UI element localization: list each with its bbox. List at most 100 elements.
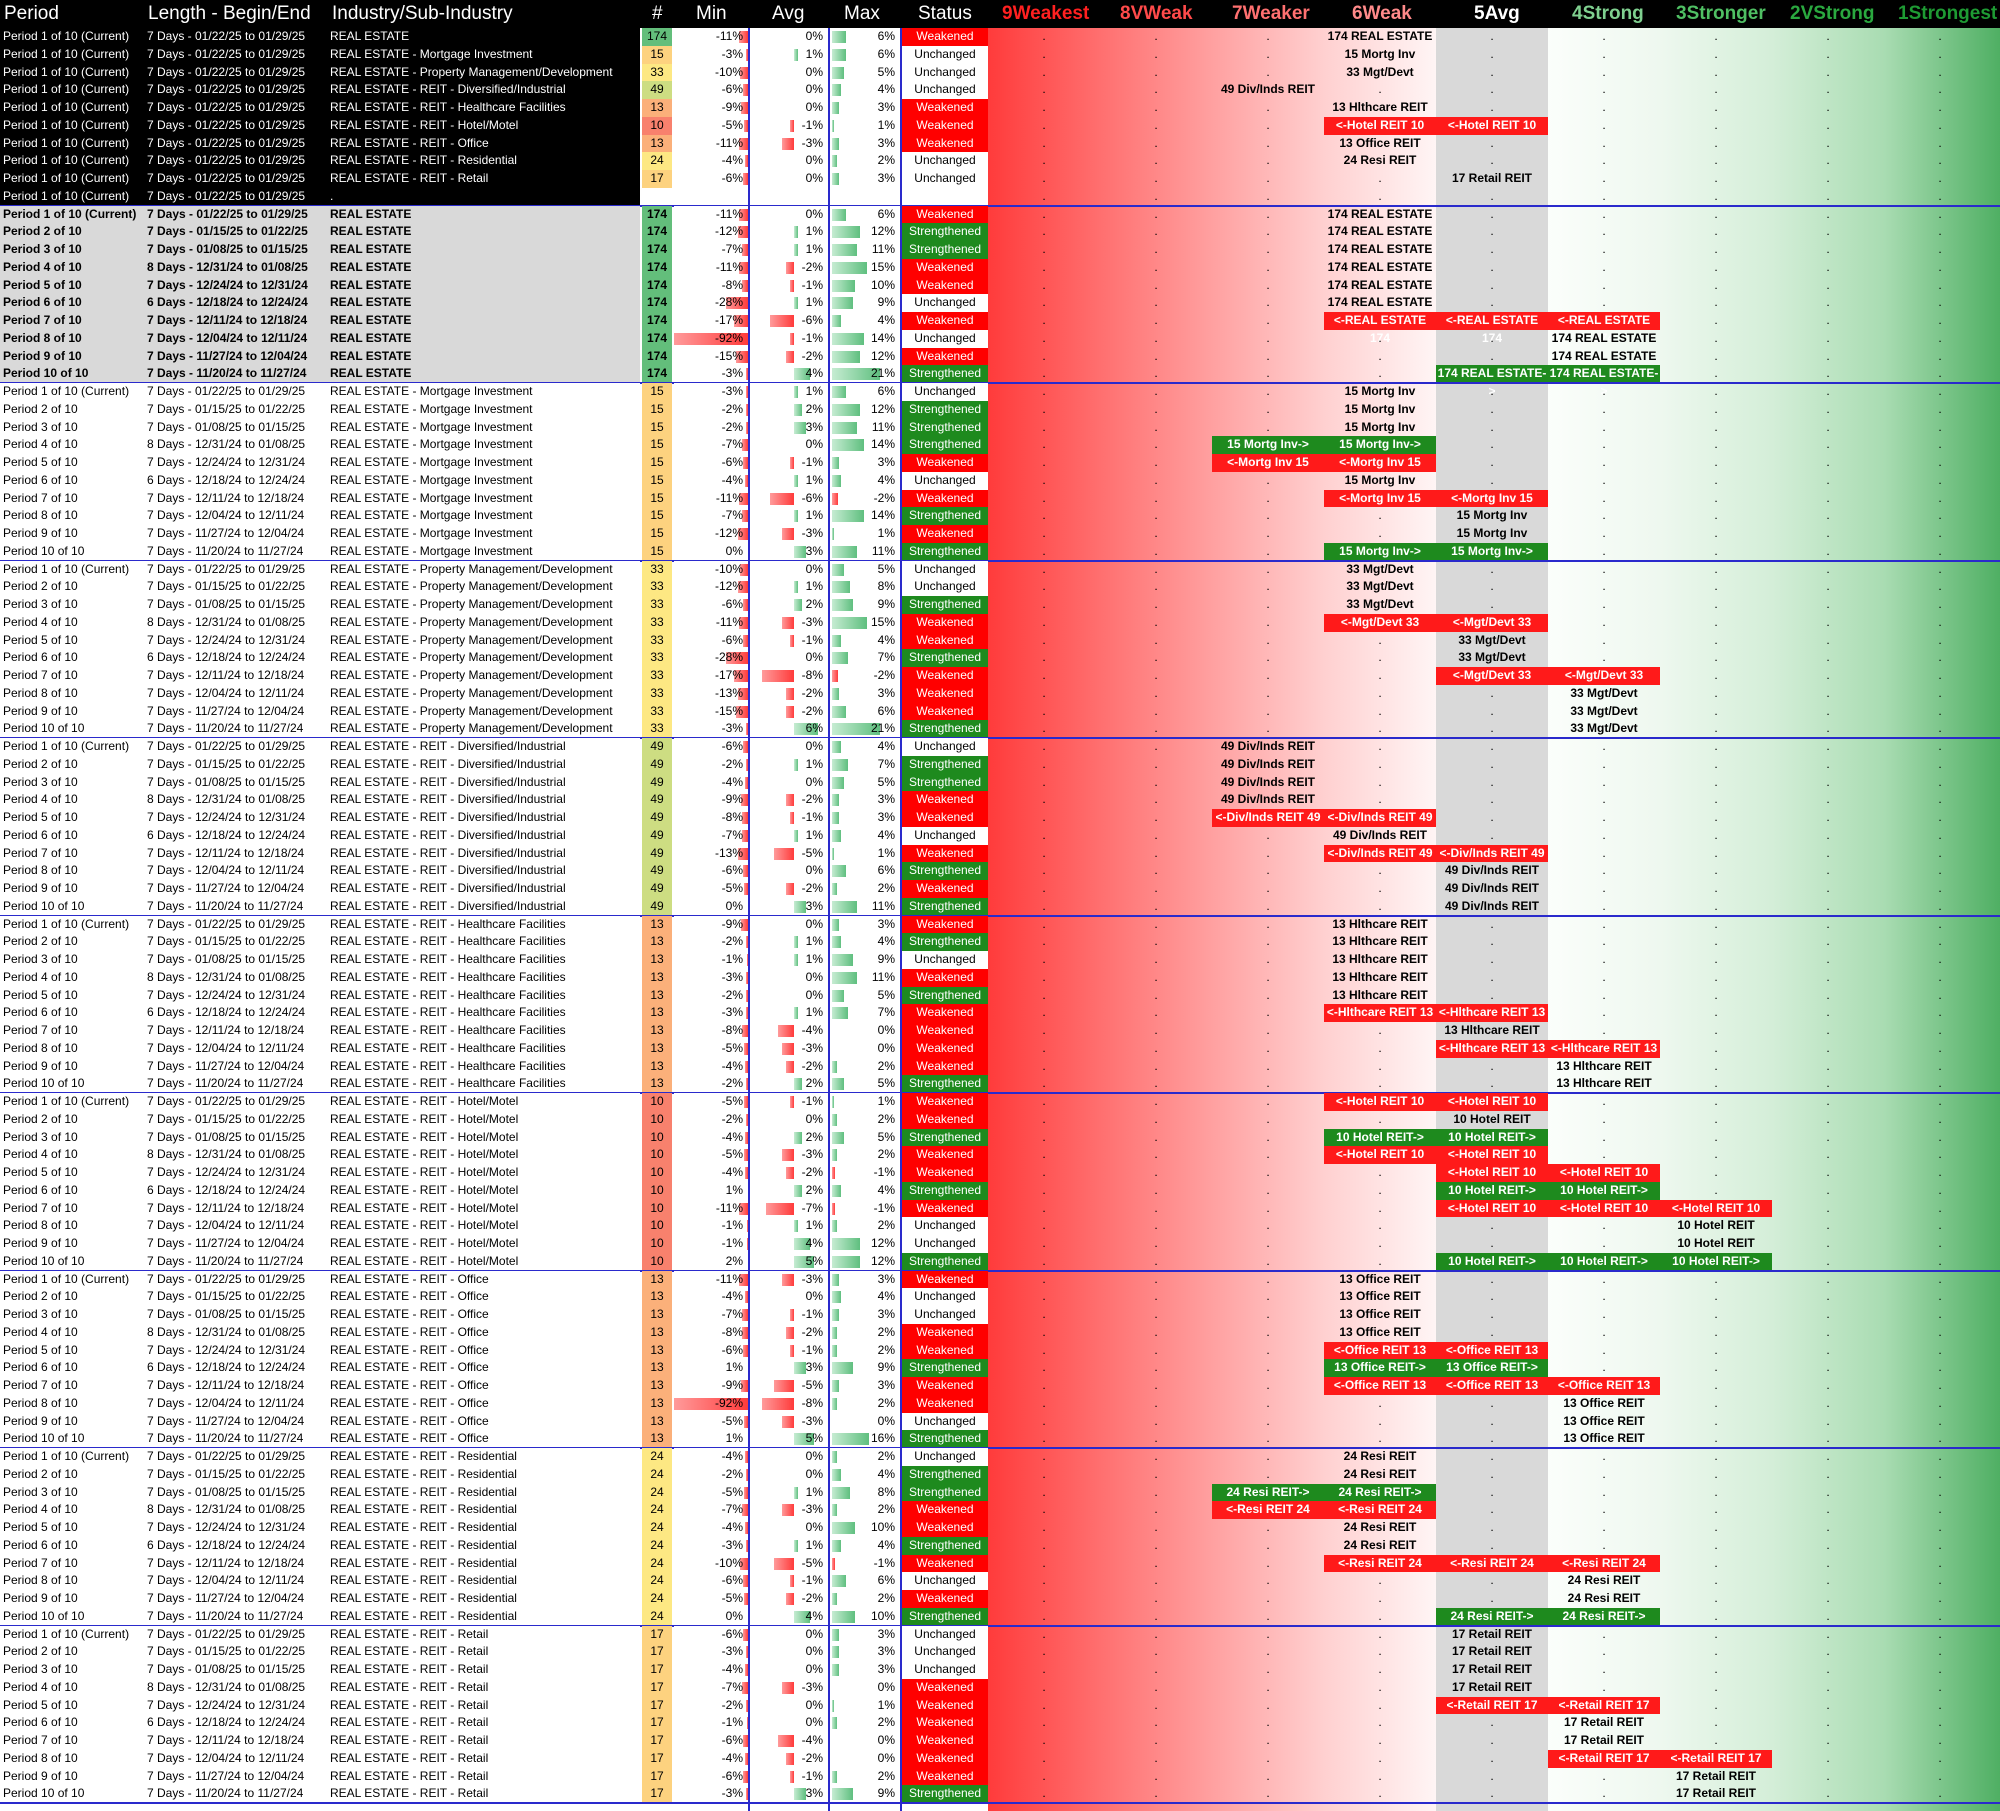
cell-period: Period 1 of 10 (Current) xyxy=(3,64,145,82)
cell-length: 7 Days - 12/11/24 to 12/18/24 xyxy=(147,1732,327,1750)
header-band-8[interactable]: 8VWeak xyxy=(1120,0,1193,28)
header-min[interactable]: Min xyxy=(696,0,727,28)
header-industry[interactable]: Industry/Sub-Industry xyxy=(332,0,513,28)
empty-band-dot: . xyxy=(1487,1537,1497,1555)
cell-min: -2% xyxy=(674,1466,746,1484)
empty-band-dot: . xyxy=(1599,135,1609,153)
cell-count: 13 xyxy=(642,134,672,153)
header-avg[interactable]: Avg xyxy=(772,0,804,28)
empty-band-dot: . xyxy=(1151,774,1161,792)
cell-min: -2% xyxy=(674,933,746,951)
band-rank-label: 15 Mortg Inv xyxy=(1324,472,1436,490)
cell-period: Period 7 of 10 xyxy=(3,667,145,685)
empty-band-dot: . xyxy=(1263,827,1273,845)
cell-count: 33 xyxy=(642,596,672,614)
cell-length: 7 Days - 12/04/24 to 12/11/24 xyxy=(147,1217,327,1235)
status-badge: Strengthened xyxy=(902,773,988,792)
header-band-7[interactable]: 7Weaker xyxy=(1232,0,1310,28)
band-rank-label: 17 Retail REIT xyxy=(1436,1661,1548,1679)
empty-band-dot: . xyxy=(1263,1519,1273,1537)
cell-min: 0% xyxy=(674,1608,746,1626)
cell-max: 16% xyxy=(830,1430,898,1448)
header-status[interactable]: Status xyxy=(918,0,972,28)
cell-industry: REAL ESTATE - REIT - Hotel/Motel xyxy=(330,1200,640,1218)
cell-min: -4% xyxy=(674,1164,746,1182)
cell-industry: REAL ESTATE - REIT - Retail xyxy=(330,1714,640,1732)
status-badge: Weakened xyxy=(902,1377,988,1395)
band-rank-label: 13 Office REIT-> xyxy=(1324,1359,1436,1377)
cell-min: -3% xyxy=(674,1004,746,1022)
cell-max: 5% xyxy=(830,774,898,792)
band-rank-label: 24 Resi REIT-> xyxy=(1212,1483,1324,1502)
table-row: Period 8 of 10 7 Days - 12/04/24 to 12/11… xyxy=(0,329,2000,348)
cell-industry: REAL ESTATE - REIT - Diversified/Industr… xyxy=(330,809,640,827)
empty-band-dot: . xyxy=(1711,1377,1721,1395)
empty-band-dot: . xyxy=(1487,206,1497,224)
empty-band-dot: . xyxy=(1711,1608,1721,1626)
avg-cell xyxy=(750,63,828,82)
band-rank-label: 13 Hlthcare REIT xyxy=(1324,916,1436,934)
max-cell xyxy=(830,63,900,82)
empty-band-dot: . xyxy=(1151,401,1161,419)
header-band-2[interactable]: 2VStrong xyxy=(1790,0,1874,28)
empty-band-dot: . xyxy=(1935,1732,1945,1750)
header-num[interactable]: # xyxy=(652,0,663,28)
status-badge: Strengthened xyxy=(902,507,988,525)
cell-max: 2% xyxy=(830,152,898,170)
empty-band-dot: . xyxy=(1599,561,1609,579)
band-rank-label: <-Retail REIT 17 xyxy=(1660,1749,1772,1768)
empty-band-dot: . xyxy=(1039,1466,1049,1484)
band-rank-label: 15 Mortg Inv xyxy=(1324,419,1436,437)
cell-length: 7 Days - 12/24/24 to 12/31/24 xyxy=(147,454,327,472)
cell-avg: 0% xyxy=(750,987,826,1005)
header-max[interactable]: Max xyxy=(844,0,880,28)
cell-count: 24 xyxy=(642,152,672,170)
cell-period: Period 5 of 10 xyxy=(3,809,145,827)
min-cell xyxy=(674,241,748,259)
empty-band-dot: . xyxy=(1935,1626,1945,1644)
cell-min: -2% xyxy=(674,756,746,774)
cell-period: Period 9 of 10 xyxy=(3,1058,145,1076)
cell-count: 15 xyxy=(642,471,672,490)
header-period[interactable]: Period xyxy=(4,0,59,28)
empty-band-dot: . xyxy=(1711,1040,1721,1058)
cell-period: Period 4 of 10 xyxy=(3,791,145,809)
empty-band-dot: . xyxy=(1375,1679,1385,1697)
empty-band-dot: . xyxy=(1823,1661,1833,1679)
empty-band-dot: . xyxy=(1039,1714,1049,1732)
band-rank-label: <-Hotel REIT 10 xyxy=(1660,1199,1772,1218)
empty-band-dot: . xyxy=(1039,330,1049,348)
empty-band-dot: . xyxy=(1487,223,1497,241)
empty-band-dot: . xyxy=(1375,525,1385,543)
header-band-9[interactable]: 9Weakest xyxy=(1002,0,1089,28)
cell-period: Period 5 of 10 xyxy=(3,277,145,295)
cell-length: 6 Days - 12/18/24 to 12/24/24 xyxy=(147,827,327,845)
cell-period: Period 7 of 10 xyxy=(3,1555,145,1573)
max-cell xyxy=(830,134,900,153)
avg-cell xyxy=(750,81,828,99)
cell-industry: REAL ESTATE - REIT - Healthcare Faciliti… xyxy=(330,1004,640,1022)
cell-count: 49 xyxy=(642,791,672,809)
cell-min: -6% xyxy=(674,1626,746,1644)
header-band-3[interactable]: 3Stronger xyxy=(1676,0,1766,28)
header-band-1[interactable]: 1Strongest xyxy=(1898,0,1997,28)
empty-band-dot: . xyxy=(1263,596,1273,614)
status-badge: Weakened xyxy=(902,1696,988,1715)
cell-count: 13 xyxy=(642,915,672,934)
header-length[interactable]: Length - Begin/End xyxy=(148,0,311,28)
cell-length: 7 Days - 01/22/25 to 01/29/25 xyxy=(147,152,327,170)
empty-band-dot: . xyxy=(1935,1164,1945,1182)
table-row: Period 2 of 10 7 Days - 01/15/25 to 01/22… xyxy=(0,1465,2000,1484)
cell-min: -4% xyxy=(674,472,746,490)
cell-industry: REAL ESTATE - Mortgage Investment xyxy=(330,46,640,64)
cell-max: 3% xyxy=(830,135,898,153)
min-bar xyxy=(725,297,748,310)
header-band-6[interactable]: 6Weak xyxy=(1352,0,1412,28)
cell-min: -3% xyxy=(674,1785,746,1803)
empty-band-dot: . xyxy=(1151,135,1161,153)
header-band-5[interactable]: 5Avg xyxy=(1474,0,1520,28)
header-band-4[interactable]: 4Strong xyxy=(1572,0,1644,28)
band-rank-label: 174 REAL ESTATE-> xyxy=(1548,365,1660,398)
cell-count: 33 xyxy=(642,560,672,579)
cell-industry: REAL ESTATE - REIT - Diversified/Industr… xyxy=(330,845,640,863)
